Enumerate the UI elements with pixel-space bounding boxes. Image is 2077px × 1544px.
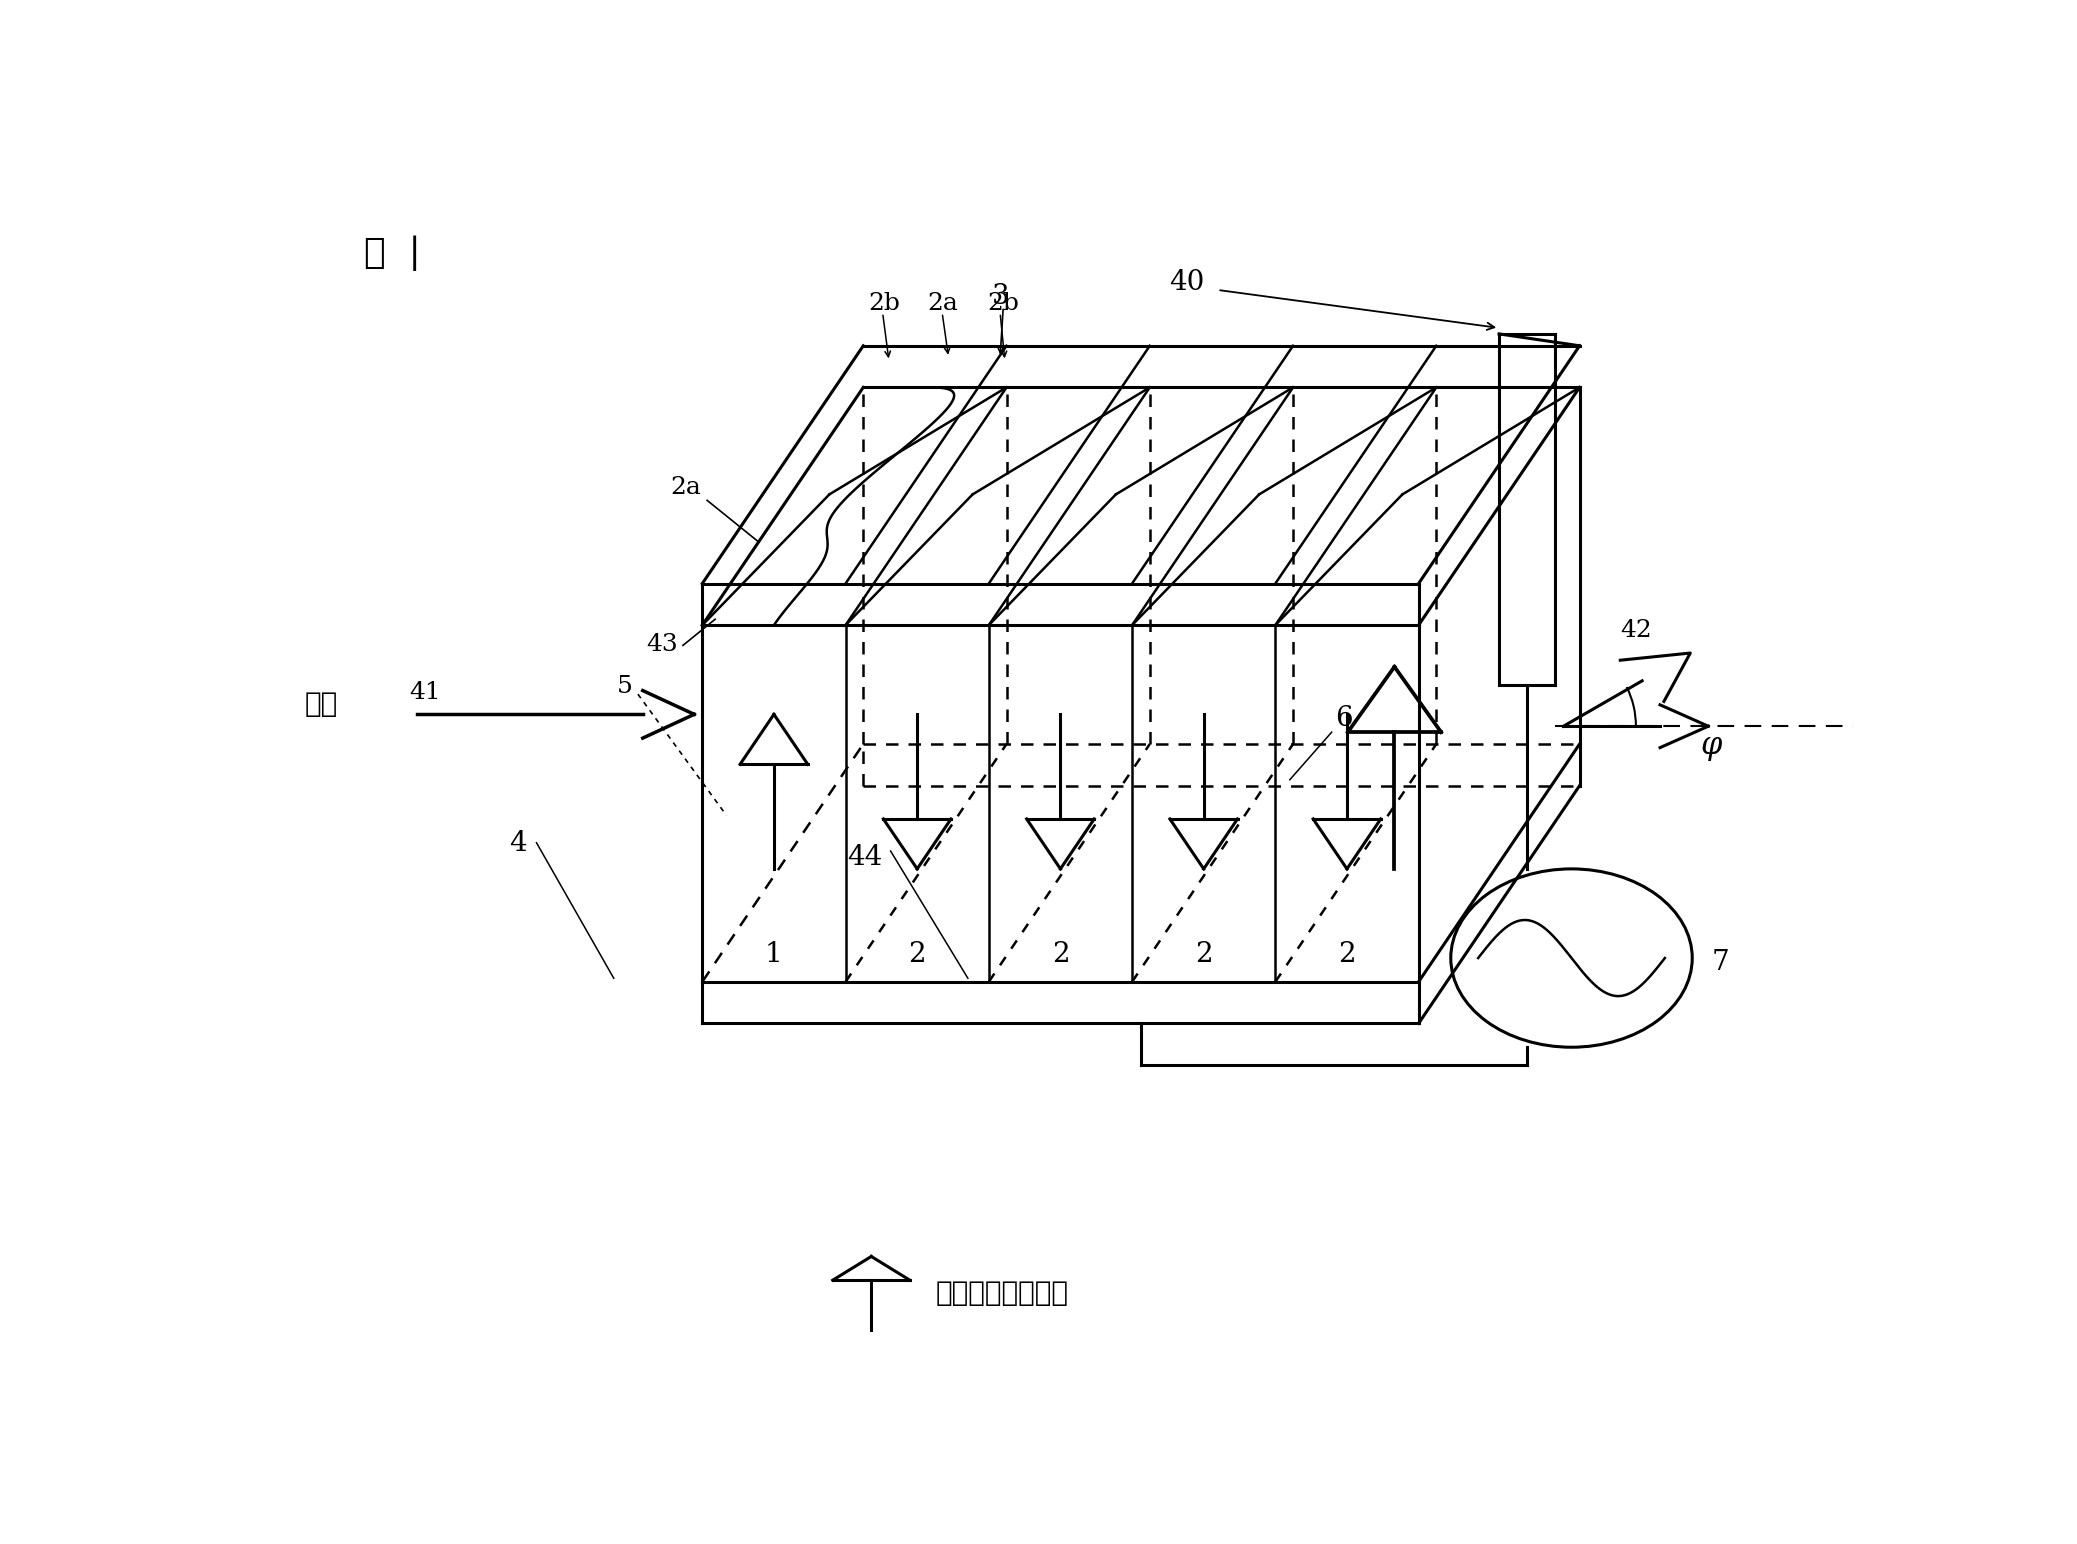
- Text: 2: 2: [1051, 940, 1070, 968]
- Text: 2b: 2b: [868, 292, 899, 315]
- Text: 光束: 光束: [305, 692, 339, 718]
- Text: 2a: 2a: [928, 292, 957, 315]
- Text: 42: 42: [1620, 619, 1651, 642]
- Text: 自发形成的极方向: 自发形成的极方向: [935, 1280, 1070, 1306]
- Text: 7: 7: [1711, 950, 1730, 976]
- Text: 5: 5: [617, 675, 633, 698]
- Text: 4: 4: [509, 831, 528, 857]
- Text: 2: 2: [1338, 940, 1356, 968]
- Text: 2b: 2b: [987, 292, 1020, 315]
- Text: 2a: 2a: [671, 477, 700, 499]
- Text: 40: 40: [1169, 269, 1205, 296]
- Text: 2: 2: [1194, 940, 1213, 968]
- Text: φ: φ: [1701, 730, 1722, 761]
- Text: 44: 44: [847, 845, 883, 871]
- Text: 图  |: 图 |: [363, 235, 422, 270]
- Text: 2: 2: [908, 940, 926, 968]
- Text: 41: 41: [409, 681, 440, 704]
- Text: 3: 3: [993, 283, 1009, 310]
- Text: 6: 6: [1336, 706, 1352, 732]
- Text: 43: 43: [646, 633, 677, 656]
- Text: 1: 1: [764, 940, 783, 968]
